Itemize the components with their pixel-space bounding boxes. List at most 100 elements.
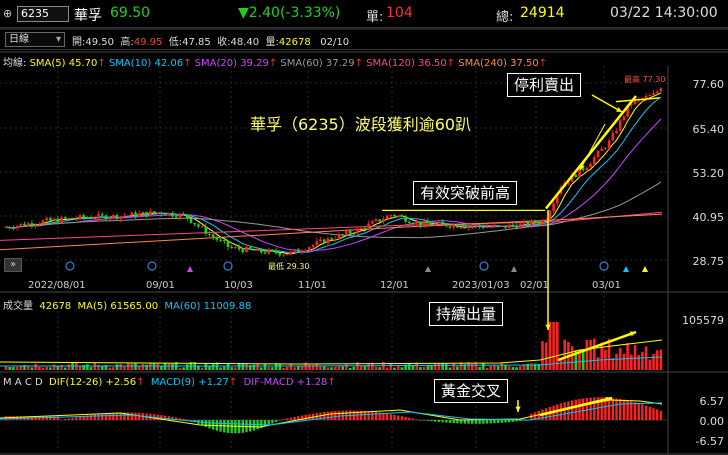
candle-body (393, 214, 396, 217)
volume-bar (256, 363, 259, 370)
macd-bar (71, 417, 74, 420)
macd-bar (633, 402, 637, 420)
stock-code-input[interactable]: 6235 (17, 6, 69, 22)
candle-body (500, 225, 504, 227)
tick-volume-label: 單: (366, 10, 384, 25)
volume-bar (289, 364, 293, 370)
volume-bar (378, 367, 381, 370)
volume-label: 量: (265, 37, 279, 48)
macd-bar (456, 420, 459, 424)
macd-bar (8, 416, 11, 420)
volume-bar (178, 367, 182, 370)
volume-bar (359, 365, 363, 370)
volume-bar (559, 357, 563, 370)
volume-bar (585, 340, 589, 370)
candle-body (359, 227, 363, 229)
volume-bar (345, 364, 348, 370)
macd-bar (212, 420, 215, 430)
candle-body (226, 241, 230, 247)
candle-body (75, 218, 78, 220)
event-marker (599, 261, 609, 271)
macd-bar (119, 412, 122, 420)
macd-bar (226, 420, 230, 433)
date-axis-tick: 02/01 (520, 280, 549, 291)
candle-body (507, 224, 511, 228)
macd-bar (130, 412, 133, 420)
volume-bar (115, 364, 119, 370)
candle-body (334, 239, 337, 241)
quote-header: ⊕ 6235 華孚 69.50 ▼2.40(-3.33%) 單: 104 總: … (0, 0, 728, 28)
macd-dif-line (0, 399, 663, 428)
ma-line-20 (5, 118, 662, 252)
candle-body (182, 213, 185, 215)
top-channel-line (615, 97, 661, 103)
ma-line-120 (0, 211, 663, 241)
volume-bar (156, 363, 159, 370)
candle-body (108, 218, 111, 220)
candle-body (533, 220, 537, 223)
candle-body (578, 168, 581, 178)
volume-bar (285, 366, 289, 370)
macd-bar (559, 403, 563, 420)
macd-axis-tick: 6.57 (699, 395, 725, 408)
volume-ma60: MA(60) 11009.88 (164, 301, 252, 312)
candle-body (248, 246, 252, 250)
macd-axis-tick: 0.00 (699, 415, 725, 428)
macd-bar (200, 420, 204, 426)
macd-bar (408, 417, 411, 420)
macd-bar (607, 397, 611, 420)
macd-bar (626, 400, 629, 420)
candle-body (178, 213, 182, 218)
volume-bar (263, 363, 267, 370)
candle-body (141, 211, 145, 214)
candle-body (230, 246, 233, 248)
macd-bar (422, 420, 426, 421)
volume-bar (408, 364, 411, 370)
volume-bar (371, 362, 374, 370)
volume-bar (15, 366, 19, 370)
add-icon[interactable]: ⊕ (3, 7, 13, 20)
volume-bar (463, 364, 467, 370)
volume-bar (522, 364, 526, 370)
volume-bar (552, 322, 555, 370)
macd-bar (474, 420, 478, 424)
volume-bar (456, 366, 459, 370)
candle-body (385, 215, 389, 220)
volume-bar (326, 367, 330, 370)
scroll-left-button[interactable]: » (4, 258, 22, 272)
macd-bar (104, 413, 108, 420)
volume-bar (78, 365, 82, 370)
event-marker (147, 261, 157, 271)
volume-bar (389, 363, 393, 370)
volume-bar (145, 364, 148, 370)
candle-body (204, 226, 208, 234)
volume-bar (252, 364, 256, 370)
volume-bar (493, 364, 496, 370)
volume-bar (393, 367, 396, 370)
macd-bar (596, 397, 600, 420)
candle-body (470, 226, 474, 228)
volume-bar (648, 359, 652, 370)
period-select[interactable]: 日線 (5, 32, 65, 47)
date-axis-tick: 10/03 (224, 280, 253, 291)
ma-line-240 (0, 213, 663, 251)
macd-bars (0, 397, 663, 434)
candle-body (97, 214, 100, 219)
macd-bar (64, 419, 67, 420)
macd-bar (582, 398, 585, 420)
stock-name: 華孚 (74, 8, 102, 24)
high-value: 49.95 (133, 37, 163, 48)
macd-legend: M A C D DIF(12-26) +2.56↑ MACD(9) +1.27↑… (3, 377, 336, 388)
candle-body (78, 215, 82, 219)
volume-bar (341, 366, 344, 370)
date-axis-tick: 2023/01/03 (452, 280, 510, 291)
macd-bar (437, 420, 441, 422)
candle-body (256, 248, 259, 251)
candle-body (618, 120, 622, 131)
macd-bar (496, 420, 500, 424)
candle-body (260, 248, 263, 253)
macd-bar (263, 420, 267, 427)
macd-bar (363, 411, 367, 420)
candle-body (71, 217, 74, 219)
